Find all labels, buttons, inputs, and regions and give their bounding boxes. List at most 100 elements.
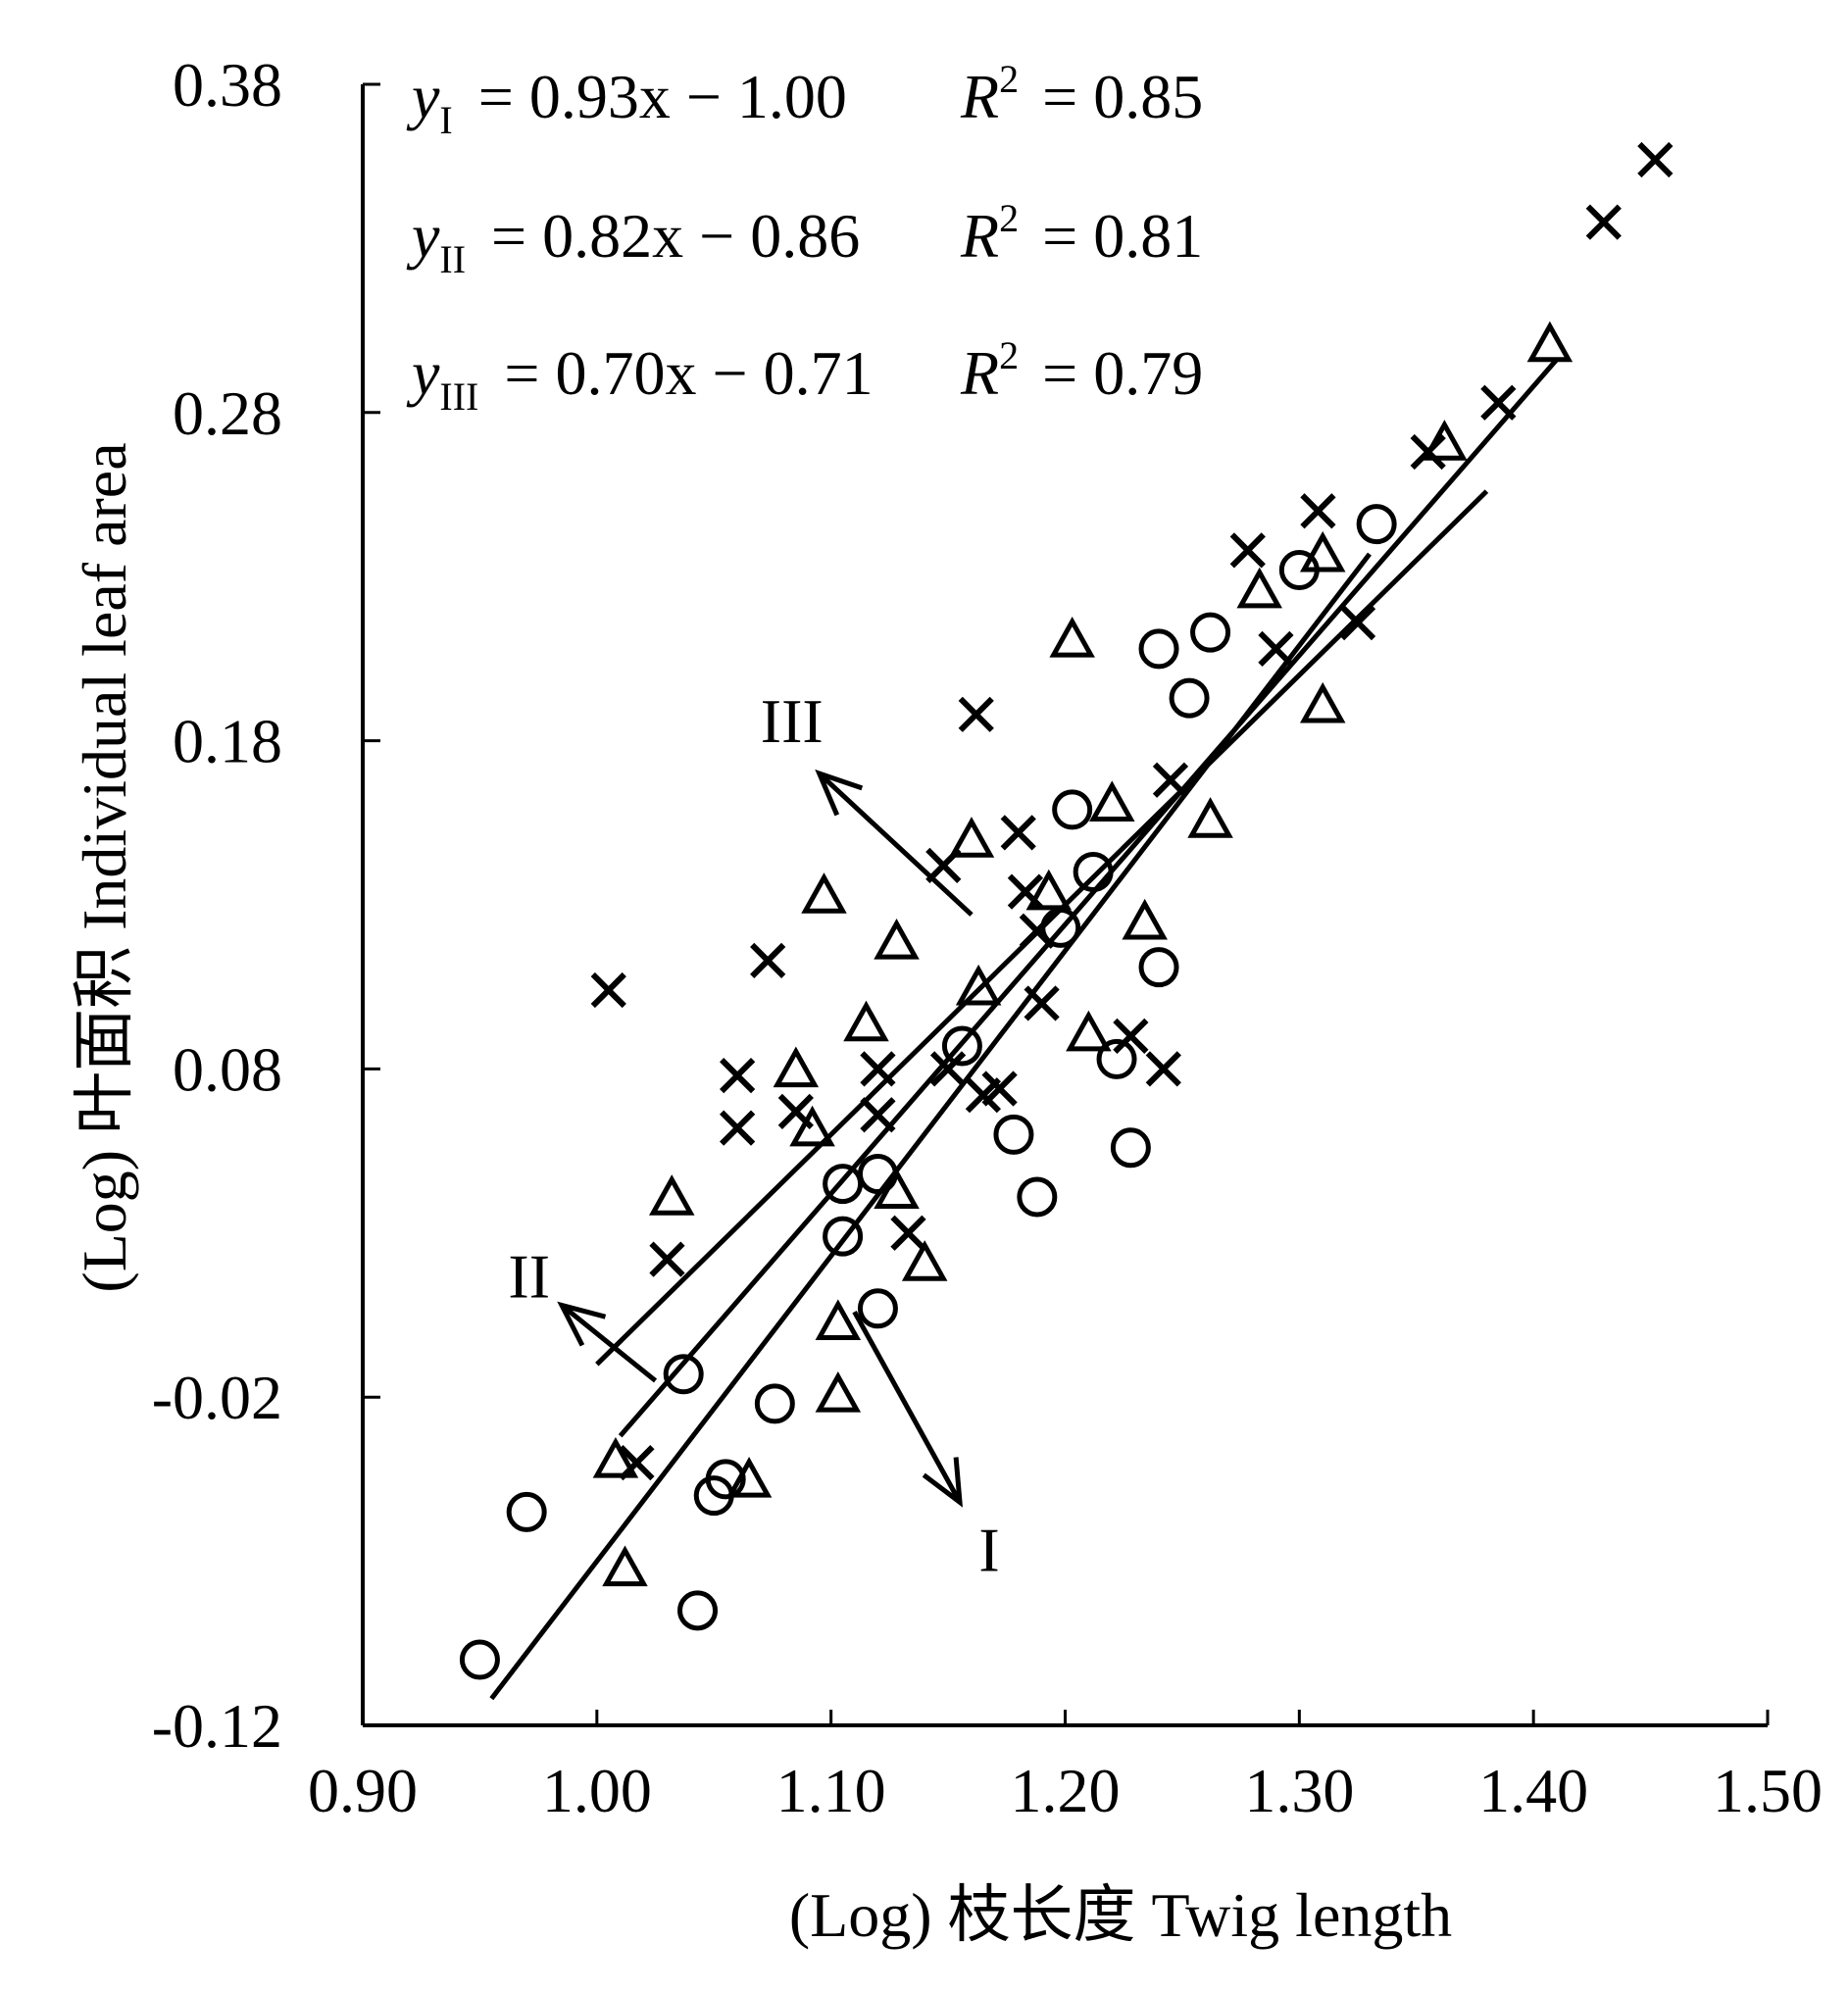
cross-point [1019,913,1055,949]
r-squared-value: = 0.81 [1026,201,1203,271]
triangle-point [1066,1010,1112,1052]
cross-point [1007,873,1044,910]
equation-body: = 0.70x − 0.71 [488,338,873,408]
y-tick-label: 0.18 [173,707,282,776]
circle-point [754,1383,795,1424]
circle-point [1110,1127,1151,1169]
circle-point [1052,789,1093,830]
cross-point [1480,384,1517,421]
circle-point [1017,1176,1058,1218]
triangle-point [901,1240,948,1281]
triangle-point [1089,780,1135,822]
fit-lines [489,357,1559,1701]
circle-point [823,1216,864,1257]
x-tick-label: 1.10 [776,1756,886,1825]
cross-point [750,942,786,979]
y-tick-label: 0.08 [173,1034,282,1104]
cross-point [929,1051,967,1087]
circle-point [993,1114,1034,1155]
r-squared-value: = 0.79 [1026,338,1203,408]
arrow-shaft [560,1303,658,1383]
triangle-point [1299,681,1346,723]
circle-point [857,1288,898,1329]
equation-ii: yII = 0.82x − 0.86 [406,201,860,281]
circle-point [1138,628,1179,670]
cross-point [649,1241,685,1277]
equation-subscript: I [439,98,452,142]
triangle-point [815,1299,862,1340]
circle-point [459,1639,500,1680]
cross-point [1339,604,1376,641]
cross-point [890,1215,926,1251]
triangle-point [725,1457,773,1498]
cross-point [619,1445,655,1481]
x-tick-label: 0.90 [308,1756,418,1825]
equation-body: = 0.93x − 1.00 [463,62,847,131]
cross-point [860,1051,896,1087]
triangle-point [592,1436,639,1478]
circle-point [1096,1038,1137,1079]
cross-point [958,696,994,732]
cross-point [590,971,626,1009]
arrow-head [557,1301,607,1347]
x-tick-label: 1.00 [542,1756,652,1825]
triangle-point [1299,530,1346,573]
cross-point [1229,532,1266,569]
triangle-point [789,1105,835,1147]
y-tick-label: 0.28 [173,378,282,448]
cross-point [860,1097,896,1133]
y-tick-label: 0.38 [173,50,282,120]
arrow-label-i: I [978,1515,999,1584]
circle-point [705,1459,746,1500]
triangle-point [843,1000,889,1042]
triangle-point [602,1545,648,1587]
circle-point [677,1590,719,1631]
triangle-point [874,1168,920,1210]
triangle-point [874,918,920,960]
triangle-point [1049,616,1095,658]
cross-point [1258,630,1294,667]
arrow-shaft [818,772,974,917]
equation-subscript: III [439,374,478,419]
circle-point [1190,612,1231,653]
cross-point [720,1057,756,1094]
circle-point [663,1354,704,1395]
y-axis-label: (Log) 叶面积 Individual leaf area [70,442,139,1292]
cross-point [1000,815,1036,851]
arrow-shaft [852,1310,963,1504]
fit-line-ii [618,357,1559,1438]
equation-y: y [406,338,440,408]
equation-y: y [406,62,440,131]
r-squared-iii: R2 = 0.79 [960,333,1203,408]
triangle-point [801,872,847,914]
triangle-point [648,1174,695,1216]
x-tick-label: 1.20 [1011,1756,1121,1825]
y-tick-label: -0.02 [152,1363,282,1432]
circle-point [1356,504,1397,545]
equation-subscript: II [439,237,466,281]
x-axis-label: (Log) 枝长度 Twig length [789,1880,1452,1950]
triangle-point [1025,869,1073,911]
circle-point [941,1025,982,1067]
arrow-label-ii: II [508,1241,550,1311]
circle-point [506,1491,547,1532]
arrow-head [922,1457,963,1508]
triangle-point [948,817,995,858]
equation-iii: yIII = 0.70x − 0.71 [406,338,874,419]
axis-ticks: 0.90 1.00 1.10 1.20 1.30 1.40 1.50 -0.12 -0.02 0.… [152,50,1823,1825]
cross-point [1145,1051,1181,1087]
equation-i: yI = 0.93x − 1.00 [406,62,847,142]
cross-point [1410,433,1446,471]
cross-point [1024,985,1060,1021]
x-tick-label: 1.40 [1478,1756,1588,1825]
triangle-point [773,1046,820,1088]
circle-point [1138,947,1179,988]
arrow-label-iii: III [761,686,824,756]
triangle-point [1236,567,1282,609]
triangle-point [1122,898,1168,940]
r-squared-i: R2 = 0.85 [960,57,1203,131]
y-tick-label: -0.12 [152,1691,282,1761]
